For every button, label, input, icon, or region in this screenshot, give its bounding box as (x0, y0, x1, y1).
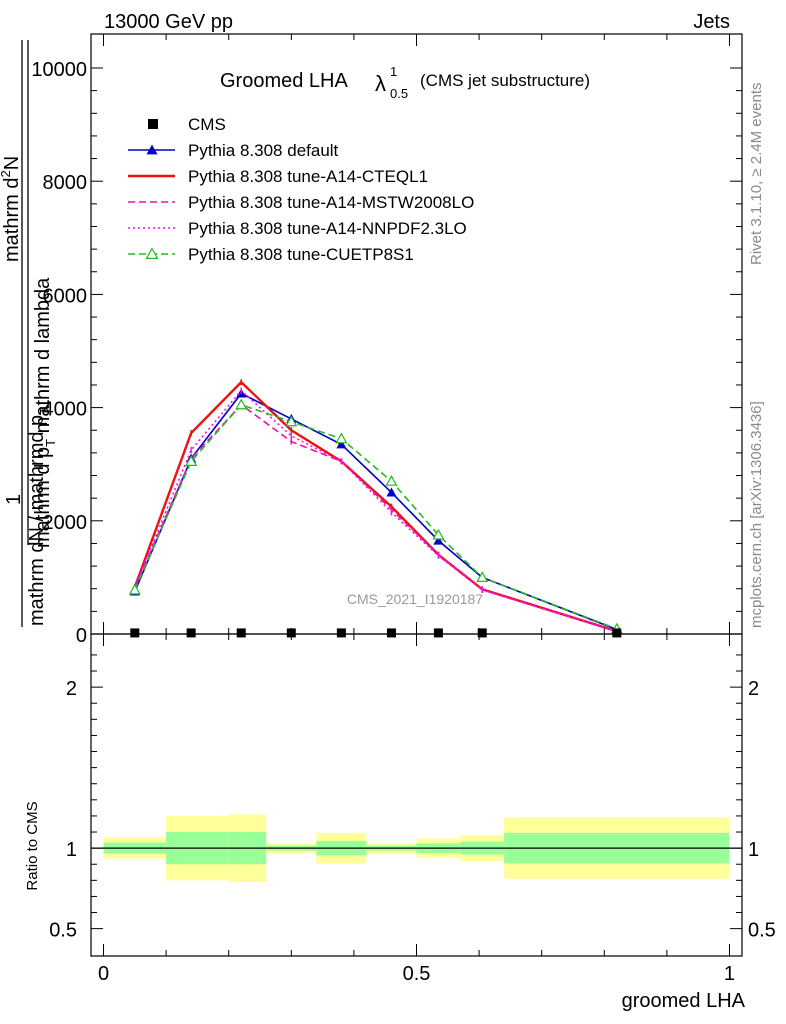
svg-text:mathrm dN / mathrmd pT: mathrm dN / mathrmd pT (26, 407, 52, 626)
legend-entry-5-label: Pythia 8.308 tune-CUETP8S1 (188, 245, 414, 264)
series-pythia-8-308-tune-cuetp8s1-point (235, 398, 248, 410)
x-axis-label: groomed LHA (622, 990, 746, 1012)
series-pythia-8-308-tune-cuetp8s1-point (285, 415, 298, 427)
series-pythia-8-308-default-point (433, 535, 444, 545)
series-pythia-8-308-tune-a14-nnpdf2-3lo-line (134, 389, 618, 632)
ratio-y-tick-label: 1 (66, 839, 77, 861)
legend-entry-0-label: CMS (188, 115, 226, 134)
x-tick-label: 0.5 (403, 963, 431, 985)
ratio-frame (90, 633, 743, 957)
ratio-y-tick-label: 2 (66, 678, 77, 700)
cms-data-point (336, 628, 346, 638)
legend-entry-4-label: Pythia 8.308 tune-A14-NNPDF2.3LO (188, 219, 467, 238)
series-pythia-8-308-tune-cuetp8s1-point (128, 583, 141, 595)
cms-data-point (186, 628, 196, 638)
legend-entry-1-label: Pythia 8.308 default (188, 141, 339, 160)
main-y-tick-label: 0 (76, 625, 87, 647)
main-y-tick-label: 10000 (31, 59, 87, 81)
header-process: Jets (693, 11, 730, 33)
ratio-y-tick-label: 0.5 (49, 920, 77, 942)
series-pythia-8-308-tune-cuetp8s1-point (385, 474, 398, 486)
cms-data-point (477, 628, 487, 638)
x-tick-label: 1 (724, 963, 735, 985)
series-pythia-8-308-tune-cuetp8s1-point (335, 432, 348, 444)
mcplots-label: mcplots.cern.ch [arXiv:1306.3436] (748, 401, 765, 628)
series-pythia-8-308-default-point (336, 439, 347, 449)
series-pythia-8-308-tune-cuetp8s1-point (185, 455, 198, 466)
legend-entry-3-label: Pythia 8.308 tune-A14-MSTW2008LO (188, 193, 474, 212)
plot-title: Groomed LHA λ 1 0.5 (CMS jet substructur… (220, 64, 590, 101)
mc-series (128, 379, 623, 635)
ratio-uncertainty-bands (91, 814, 742, 882)
ratio-y-tick-label-right: 2 (748, 678, 759, 700)
title-main: Groomed LHA (220, 70, 348, 92)
main-y-tick-label: 4000 (43, 399, 88, 421)
cms-data-point (433, 628, 443, 638)
axes: 0 2000 4000 6000 8000 10000 0 0.5 1 0.5 0.5 1 1 2 2 (31, 33, 776, 985)
series-pythia-8-308-tune-cuetp8s1-point (476, 571, 489, 583)
legend-marker-5 (145, 247, 159, 259)
cms-data-point (286, 628, 296, 638)
title-sup: 1 (390, 64, 397, 79)
header-energy: 13000 GeV pp (104, 11, 233, 33)
cms-data-point (386, 628, 396, 638)
legend: CMS Pythia 8.308 default Pythia 8.308 tune… (128, 115, 474, 264)
legend-marker-cms (148, 119, 158, 129)
svg-text:mathrm d2N: mathrm d2N (0, 156, 23, 262)
title-note: (CMS jet substructure) (420, 71, 590, 90)
title-lambda: λ (375, 71, 386, 96)
cms-data-point (612, 628, 622, 638)
svg-text:mathrm d pT mathrm d lambda: mathrm d pT mathrm d lambda (32, 277, 58, 548)
y-axis-label-ratio: Ratio to CMS (24, 801, 41, 890)
svg-text:1: 1 (3, 494, 25, 505)
main-y-tick-label: 6000 (43, 285, 88, 307)
x-tick-label: 0 (98, 963, 109, 985)
title-sub: 0.5 (390, 86, 408, 101)
main-y-tick-label: 8000 (43, 172, 88, 194)
cms-data-point (236, 628, 246, 638)
ratio-y-tick-label-right: 1 (748, 839, 759, 861)
series-pythia-8-308-default-point (386, 487, 397, 497)
cms-data-point (130, 628, 140, 638)
legend-marker-1 (146, 144, 158, 155)
series-pythia-8-308-tune-cuetp8s1-point (432, 528, 445, 540)
analysis-watermark: CMS_2021_I1920187 (347, 591, 483, 607)
y-axis-label-main: 1 mathrm dN / mathrmd pT mathrm d2N math… (0, 40, 58, 627)
rivet-label: Rivet 3.1.10, ≥ 2.4M events (748, 83, 765, 266)
main-y-tick-label: 2000 (43, 512, 88, 534)
ratio-y-tick-label-right: 0.5 (748, 920, 776, 942)
legend-entry-2-label: Pythia 8.308 tune-A14-CTEQL1 (188, 167, 428, 186)
cms-data-points (130, 628, 622, 638)
